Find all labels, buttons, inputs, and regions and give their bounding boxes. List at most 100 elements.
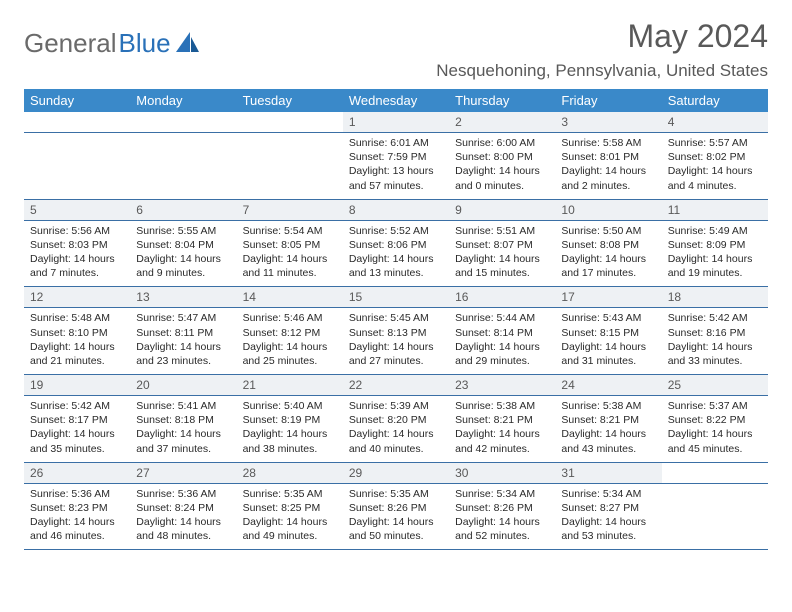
day-content-cell: Sunrise: 5:43 AMSunset: 8:15 PMDaylight:…	[555, 308, 661, 375]
day-content-row: Sunrise: 5:56 AMSunset: 8:03 PMDaylight:…	[24, 221, 768, 288]
daylight-line: Daylight: 14 hours and 33 minutes.	[668, 340, 762, 368]
day-number-cell	[237, 112, 343, 133]
day-content-cell: Sunrise: 5:41 AMSunset: 8:18 PMDaylight:…	[130, 396, 236, 463]
day-content-cell: Sunrise: 5:37 AMSunset: 8:22 PMDaylight:…	[662, 396, 768, 463]
day-number-cell: 17	[555, 287, 661, 308]
daylight-line: Daylight: 14 hours and 53 minutes.	[561, 515, 655, 543]
weekday-header-row: Sunday Monday Tuesday Wednesday Thursday…	[24, 89, 768, 112]
sunset-line: Sunset: 8:21 PM	[561, 413, 655, 427]
sunrise-line: Sunrise: 6:01 AM	[349, 136, 443, 150]
day-number-row: 567891011	[24, 200, 768, 221]
day-content-cell: Sunrise: 5:56 AMSunset: 8:03 PMDaylight:…	[24, 221, 130, 288]
sunrise-line: Sunrise: 5:38 AM	[455, 399, 549, 413]
sunset-line: Sunset: 8:25 PM	[243, 501, 337, 515]
day-content-cell: Sunrise: 5:51 AMSunset: 8:07 PMDaylight:…	[449, 221, 555, 288]
day-content-cell: Sunrise: 5:54 AMSunset: 8:05 PMDaylight:…	[237, 221, 343, 288]
sunrise-line: Sunrise: 5:51 AM	[455, 224, 549, 238]
day-content-cell: Sunrise: 5:58 AMSunset: 8:01 PMDaylight:…	[555, 133, 661, 200]
sunrise-line: Sunrise: 5:42 AM	[668, 311, 762, 325]
daylight-line: Daylight: 14 hours and 15 minutes.	[455, 252, 549, 280]
day-content-cell: Sunrise: 5:42 AMSunset: 8:16 PMDaylight:…	[662, 308, 768, 375]
logo-text-general: General	[24, 28, 117, 59]
day-content-row: Sunrise: 5:48 AMSunset: 8:10 PMDaylight:…	[24, 308, 768, 375]
day-content-cell: Sunrise: 5:35 AMSunset: 8:25 PMDaylight:…	[237, 484, 343, 551]
day-number-cell: 21	[237, 375, 343, 396]
day-number-row: 1234	[24, 112, 768, 133]
page-header: General Blue May 2024 Nesquehoning, Penn…	[24, 18, 768, 81]
day-content-row: Sunrise: 6:01 AMSunset: 7:59 PMDaylight:…	[24, 133, 768, 200]
day-number-cell: 31	[555, 463, 661, 484]
sunrise-line: Sunrise: 5:54 AM	[243, 224, 337, 238]
day-number-cell: 3	[555, 112, 661, 133]
day-number-cell: 25	[662, 375, 768, 396]
day-content-cell: Sunrise: 5:36 AMSunset: 8:24 PMDaylight:…	[130, 484, 236, 551]
sunset-line: Sunset: 8:26 PM	[455, 501, 549, 515]
day-content-cell	[662, 484, 768, 551]
day-number-cell	[130, 112, 236, 133]
day-number-cell: 29	[343, 463, 449, 484]
sunset-line: Sunset: 8:02 PM	[668, 150, 762, 164]
daylight-line: Daylight: 14 hours and 50 minutes.	[349, 515, 443, 543]
sunset-line: Sunset: 8:07 PM	[455, 238, 549, 252]
day-content-cell: Sunrise: 5:40 AMSunset: 8:19 PMDaylight:…	[237, 396, 343, 463]
day-number-cell	[24, 112, 130, 133]
sunrise-line: Sunrise: 5:35 AM	[243, 487, 337, 501]
sunrise-line: Sunrise: 5:47 AM	[136, 311, 230, 325]
sunrise-line: Sunrise: 5:42 AM	[30, 399, 124, 413]
day-number-cell: 4	[662, 112, 768, 133]
day-number-cell: 9	[449, 200, 555, 221]
daylight-line: Daylight: 14 hours and 31 minutes.	[561, 340, 655, 368]
daylight-line: Daylight: 14 hours and 46 minutes.	[30, 515, 124, 543]
sunset-line: Sunset: 7:59 PM	[349, 150, 443, 164]
calendar-body: 1234Sunrise: 6:01 AMSunset: 7:59 PMDayli…	[24, 112, 768, 550]
sunrise-line: Sunrise: 5:52 AM	[349, 224, 443, 238]
day-number-cell: 14	[237, 287, 343, 308]
day-number-row: 12131415161718	[24, 287, 768, 308]
sunrise-line: Sunrise: 5:56 AM	[30, 224, 124, 238]
sunrise-line: Sunrise: 5:40 AM	[243, 399, 337, 413]
sunset-line: Sunset: 8:05 PM	[243, 238, 337, 252]
day-content-cell: Sunrise: 5:49 AMSunset: 8:09 PMDaylight:…	[662, 221, 768, 288]
daylight-line: Daylight: 13 hours and 57 minutes.	[349, 164, 443, 192]
daylight-line: Daylight: 14 hours and 13 minutes.	[349, 252, 443, 280]
sunset-line: Sunset: 8:14 PM	[455, 326, 549, 340]
day-content-cell: Sunrise: 6:00 AMSunset: 8:00 PMDaylight:…	[449, 133, 555, 200]
sunrise-line: Sunrise: 5:45 AM	[349, 311, 443, 325]
daylight-line: Daylight: 14 hours and 38 minutes.	[243, 427, 337, 455]
daylight-line: Daylight: 14 hours and 29 minutes.	[455, 340, 549, 368]
day-number-cell: 20	[130, 375, 236, 396]
sunset-line: Sunset: 8:22 PM	[668, 413, 762, 427]
daylight-line: Daylight: 14 hours and 25 minutes.	[243, 340, 337, 368]
day-number-cell: 23	[449, 375, 555, 396]
day-content-cell	[130, 133, 236, 200]
day-content-cell: Sunrise: 5:34 AMSunset: 8:27 PMDaylight:…	[555, 484, 661, 551]
sunrise-line: Sunrise: 5:43 AM	[561, 311, 655, 325]
day-content-cell: Sunrise: 5:44 AMSunset: 8:14 PMDaylight:…	[449, 308, 555, 375]
sunrise-line: Sunrise: 5:50 AM	[561, 224, 655, 238]
month-title: May 2024	[436, 18, 768, 55]
logo: General Blue	[24, 18, 200, 59]
daylight-line: Daylight: 14 hours and 49 minutes.	[243, 515, 337, 543]
weekday-header: Friday	[555, 89, 661, 112]
day-number-cell	[662, 463, 768, 484]
sunset-line: Sunset: 8:09 PM	[668, 238, 762, 252]
day-content-cell: Sunrise: 5:39 AMSunset: 8:20 PMDaylight:…	[343, 396, 449, 463]
day-content-cell: Sunrise: 5:57 AMSunset: 8:02 PMDaylight:…	[662, 133, 768, 200]
day-content-cell: Sunrise: 5:35 AMSunset: 8:26 PMDaylight:…	[343, 484, 449, 551]
day-number-cell: 5	[24, 200, 130, 221]
sunrise-line: Sunrise: 5:35 AM	[349, 487, 443, 501]
day-number-cell: 1	[343, 112, 449, 133]
daylight-line: Daylight: 14 hours and 40 minutes.	[349, 427, 443, 455]
sunset-line: Sunset: 8:21 PM	[455, 413, 549, 427]
sunrise-line: Sunrise: 5:34 AM	[561, 487, 655, 501]
day-number-cell: 30	[449, 463, 555, 484]
sunrise-line: Sunrise: 5:36 AM	[136, 487, 230, 501]
sunrise-line: Sunrise: 5:38 AM	[561, 399, 655, 413]
day-number-cell: 18	[662, 287, 768, 308]
daylight-line: Daylight: 14 hours and 9 minutes.	[136, 252, 230, 280]
day-number-cell: 10	[555, 200, 661, 221]
sunset-line: Sunset: 8:04 PM	[136, 238, 230, 252]
weekday-header: Monday	[130, 89, 236, 112]
daylight-line: Daylight: 14 hours and 4 minutes.	[668, 164, 762, 192]
sunrise-line: Sunrise: 5:46 AM	[243, 311, 337, 325]
